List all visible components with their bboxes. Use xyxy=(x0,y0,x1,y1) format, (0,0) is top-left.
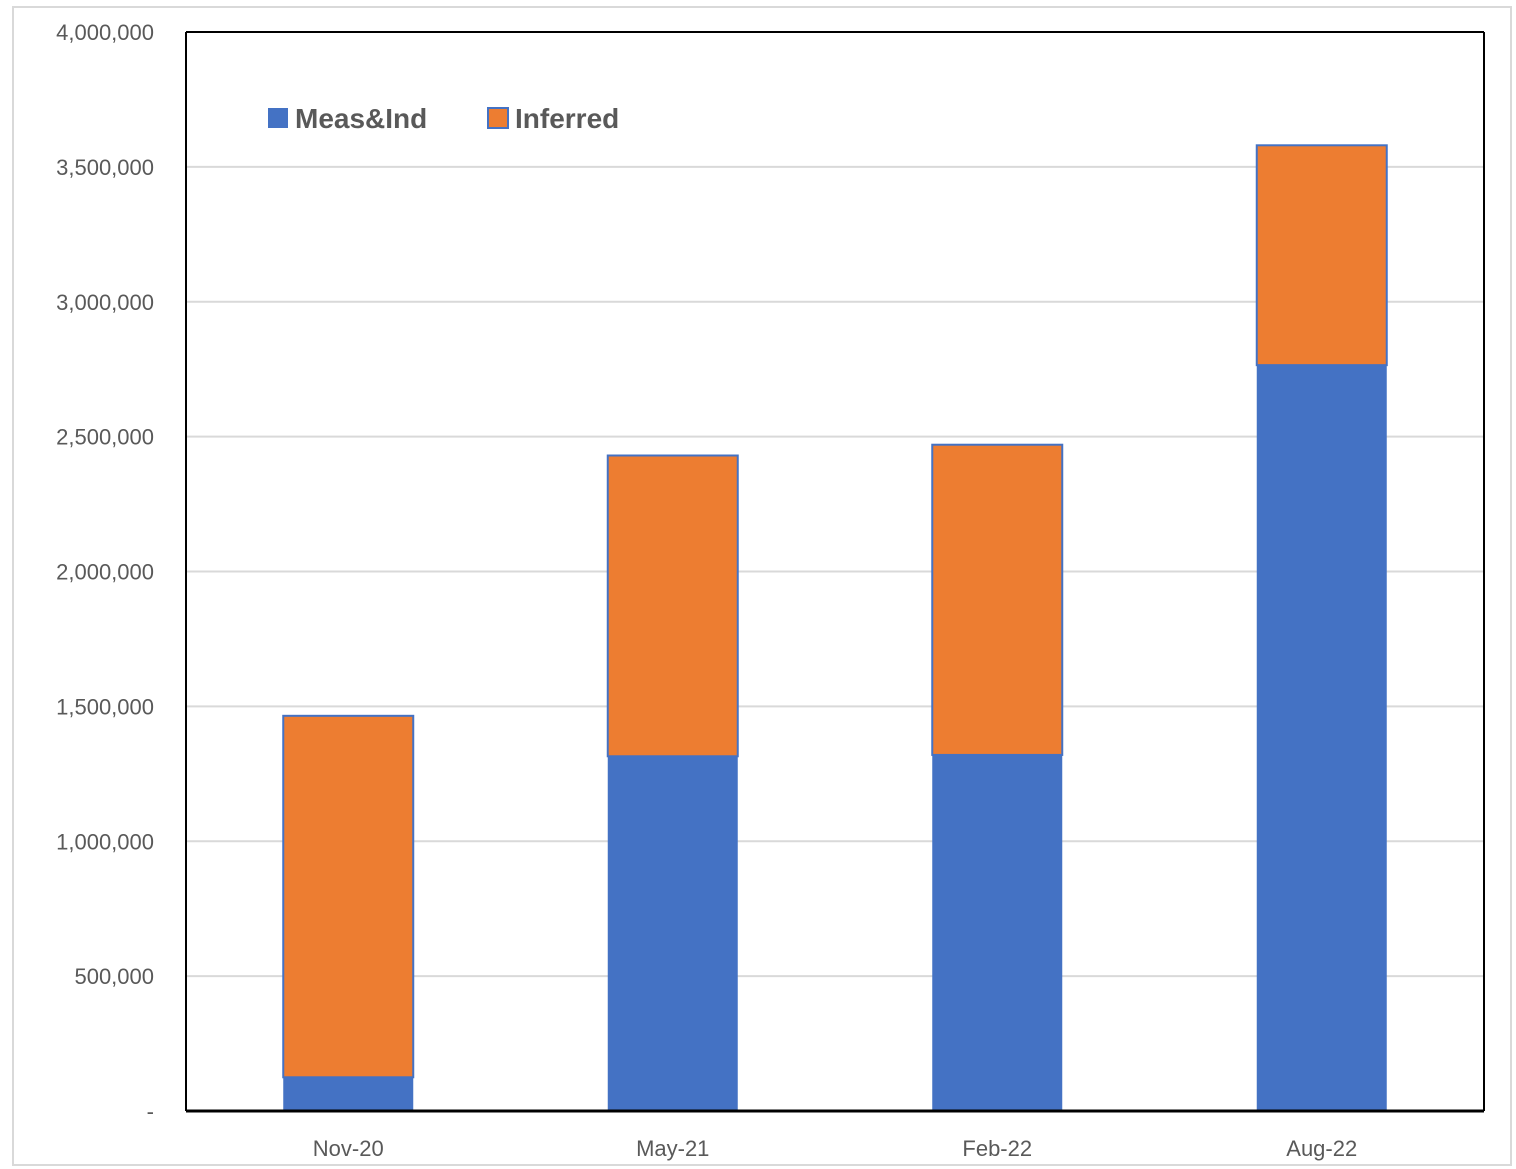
y-tick-label: 3,000,000 xyxy=(56,290,154,315)
legend-swatch-meas-ind xyxy=(268,108,288,128)
y-tick-label: 1,000,000 xyxy=(56,829,154,854)
y-tick-label: - xyxy=(147,1099,154,1124)
bar-inferred-may-21 xyxy=(606,454,739,758)
legend-swatch-inferred xyxy=(487,107,509,129)
bar-meas-ind-nov-20 xyxy=(283,1077,414,1111)
x-tick-label: Feb-22 xyxy=(962,1136,1032,1161)
bar-meas-ind-feb-22 xyxy=(932,754,1063,1111)
legend: Meas&Ind Inferred xyxy=(268,103,619,134)
x-tick-label: Aug-22 xyxy=(1286,1136,1357,1161)
legend-label: Meas&Ind xyxy=(295,103,427,134)
bars xyxy=(282,144,1388,1111)
x-tick-label: May-21 xyxy=(636,1136,709,1161)
bar-inferred-nov-20 xyxy=(282,714,415,1079)
y-tick-label: 2,000,000 xyxy=(56,560,154,585)
y-tick-label: 500,000 xyxy=(74,964,154,989)
x-tick-label: Nov-20 xyxy=(313,1136,384,1161)
y-tick-labels: - 500,000 1,000,000 1,500,000 2,000,000 2,500… xyxy=(56,20,154,1124)
legend-label: Inferred xyxy=(515,103,619,134)
axes xyxy=(185,31,1485,1113)
chart-frame xyxy=(12,6,1512,1166)
bar-inferred-aug-22 xyxy=(1255,144,1388,367)
y-tick-label: 3,500,000 xyxy=(56,155,154,180)
y-tick-label: 2,500,000 xyxy=(56,425,154,450)
x-tick-labels: Nov-20 May-21 Feb-22 Aug-22 xyxy=(313,1136,1357,1161)
bar-inferred-feb-22 xyxy=(931,443,1064,756)
bar-meas-ind-may-21 xyxy=(607,756,738,1111)
bar-meas-ind-aug-22 xyxy=(1256,365,1387,1111)
y-tick-label: 1,500,000 xyxy=(56,694,154,719)
y-tick-label: 4,000,000 xyxy=(56,20,154,45)
